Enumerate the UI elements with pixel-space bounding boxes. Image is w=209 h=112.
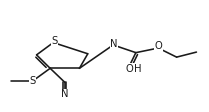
Text: S: S — [29, 76, 36, 86]
Text: N: N — [110, 39, 118, 49]
Text: O: O — [126, 64, 134, 74]
Text: H: H — [134, 64, 142, 74]
Text: O: O — [155, 41, 163, 51]
Text: N: N — [61, 89, 69, 99]
Text: S: S — [51, 36, 57, 46]
